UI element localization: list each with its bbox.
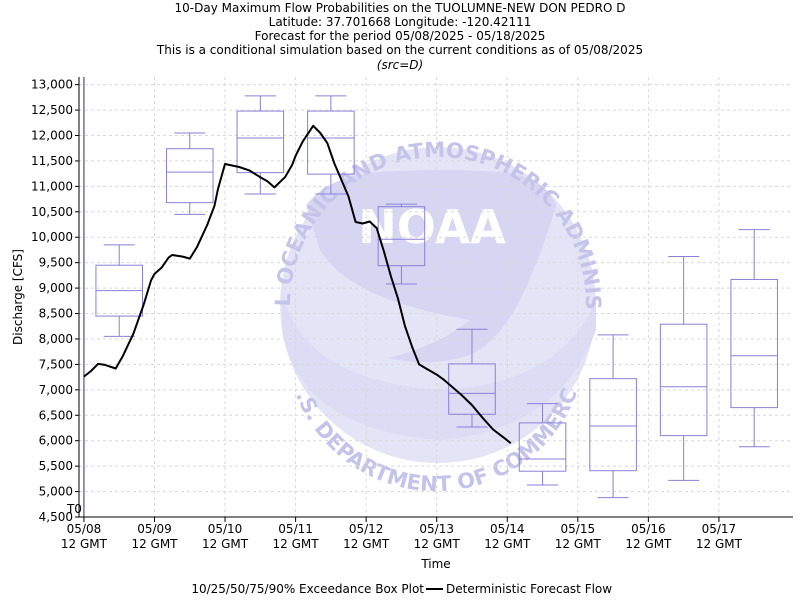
y-tick-label: 6,500 [39, 408, 73, 422]
y-tick-label: 5,500 [39, 459, 73, 473]
y-tick-label: 7,000 [39, 383, 73, 397]
x-tick-date: 05/09 [137, 522, 172, 536]
box-iqr [377, 206, 426, 267]
y-tick-label: 5,000 [39, 485, 73, 499]
x-tick-date: 05/12 [349, 522, 384, 536]
box-plot [448, 328, 496, 428]
y-tick-label: 8,500 [39, 307, 73, 321]
x-tick-date: 05/10 [208, 522, 243, 536]
y-tick-label: 9,000 [39, 281, 73, 295]
deterministic-line [83, 124, 512, 444]
box-iqr [165, 148, 214, 204]
subtitle: (src=D) [377, 58, 423, 72]
legend-line-label: Deterministic Forecast Flow [446, 582, 612, 596]
y-tick-label: 10,000 [31, 230, 73, 244]
y-tick-label: 9,500 [39, 256, 73, 270]
y-axis-label: Discharge [CFS] [11, 249, 25, 345]
box-iqr [730, 278, 778, 409]
y-tick-label: 10,500 [31, 205, 73, 219]
box-iqr [589, 378, 637, 472]
y-tick-label: 7,500 [39, 357, 73, 371]
box-plot [236, 95, 285, 195]
box-iqr [659, 323, 708, 437]
title-line-1: 10-Day Maximum Flow Probabilities on the… [175, 1, 626, 15]
box-plot [589, 334, 637, 499]
x-tick-time: 12 GMT [696, 537, 743, 551]
y-tick-label: 13,000 [31, 78, 73, 92]
x-tick-date: 05/16 [631, 522, 666, 536]
axes: 4,500 5,000 5,500 6,000 6,500 7,000 7,500 8,000… [31, 77, 793, 551]
x-tick-date: 05/14 [490, 522, 525, 536]
seal-lower-band [282, 290, 596, 440]
x-tick-time: 12 GMT [61, 537, 108, 551]
box-iqr [518, 422, 567, 472]
x-tick-time: 12 GMT [625, 537, 672, 551]
x-tick-time: 12 GMT [131, 537, 178, 551]
y-tick-label: 11,000 [31, 179, 73, 193]
box-plot [165, 132, 214, 215]
x-tick-date: 05/17 [702, 522, 737, 536]
x-tick-time: 12 GMT [343, 537, 390, 551]
box-plot [95, 244, 143, 337]
y-tick-label: 8,000 [39, 332, 73, 346]
x-tick-date: 05/08 [67, 522, 102, 536]
title-line-3: Forecast for the period 05/08/2025 - 05/… [255, 29, 546, 43]
x-tick-time: 12 GMT [202, 537, 249, 551]
t0-marker: T0 [66, 77, 85, 517]
legend: 10/25/50/75/90% Exceedance Box Plot Dete… [191, 582, 612, 596]
box-plot [659, 256, 708, 481]
box-plot [377, 203, 426, 285]
x-tick-time: 12 GMT [273, 537, 320, 551]
x-tick-time: 12 GMT [484, 537, 531, 551]
legend-box-label: 10/25/50/75/90% Exceedance Box Plot [191, 582, 424, 596]
x-tick-date: 05/15 [561, 522, 596, 536]
x-axis-label: Time [420, 557, 450, 571]
box-plot [307, 95, 355, 195]
x-tick-time: 12 GMT [555, 537, 602, 551]
box-iqr [236, 110, 285, 174]
x-tick-time: 12 GMT [414, 537, 461, 551]
t0-label: T0 [66, 502, 82, 516]
seal-gull-shape [306, 170, 556, 363]
title-line-4: This is a conditional simulation based o… [156, 43, 643, 57]
title-line-2: Latitude: 37.701668 Longitude: -120.4211… [269, 15, 532, 29]
x-tick-date: 05/11 [278, 522, 313, 536]
box-plot [518, 403, 567, 486]
box-iqr [307, 110, 355, 175]
grid [79, 77, 793, 518]
y-tick-label: 4,500 [39, 510, 73, 524]
box-iqr [448, 363, 496, 415]
y-tick-label: 12,000 [31, 128, 73, 142]
y-tick-label: 11,500 [31, 154, 73, 168]
x-tick-date: 05/13 [419, 522, 454, 536]
deterministic-series [83, 124, 512, 444]
chart-title: 10-Day Maximum Flow Probabilities on the… [156, 1, 643, 72]
box-plot [730, 229, 778, 448]
seal-logo-text: NOAA [358, 200, 506, 254]
y-tick-label: 12,500 [31, 103, 73, 117]
y-tick-label: 6,000 [39, 434, 73, 448]
box-plots [95, 95, 778, 499]
